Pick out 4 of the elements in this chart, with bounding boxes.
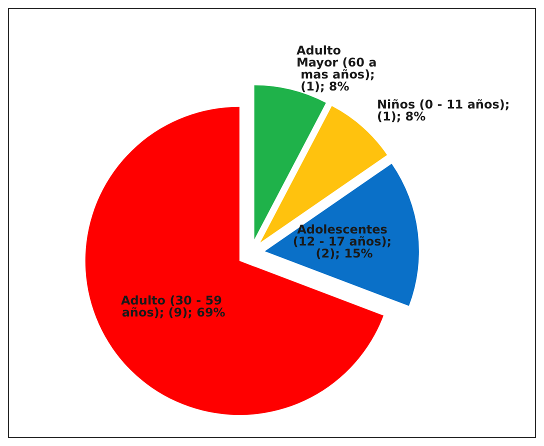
slice-label: Adulto (30 - 59 años); (9); 69% — [121, 293, 226, 320]
slice-label: Niños (0 - 11 años); (1); 8% — [377, 98, 514, 124]
slice-label: Adulto Mayor (60 a mas años); (1); 8% — [296, 43, 377, 94]
slice-label: Adolescentes (12 - 17 años); (2); 15% — [292, 222, 396, 261]
